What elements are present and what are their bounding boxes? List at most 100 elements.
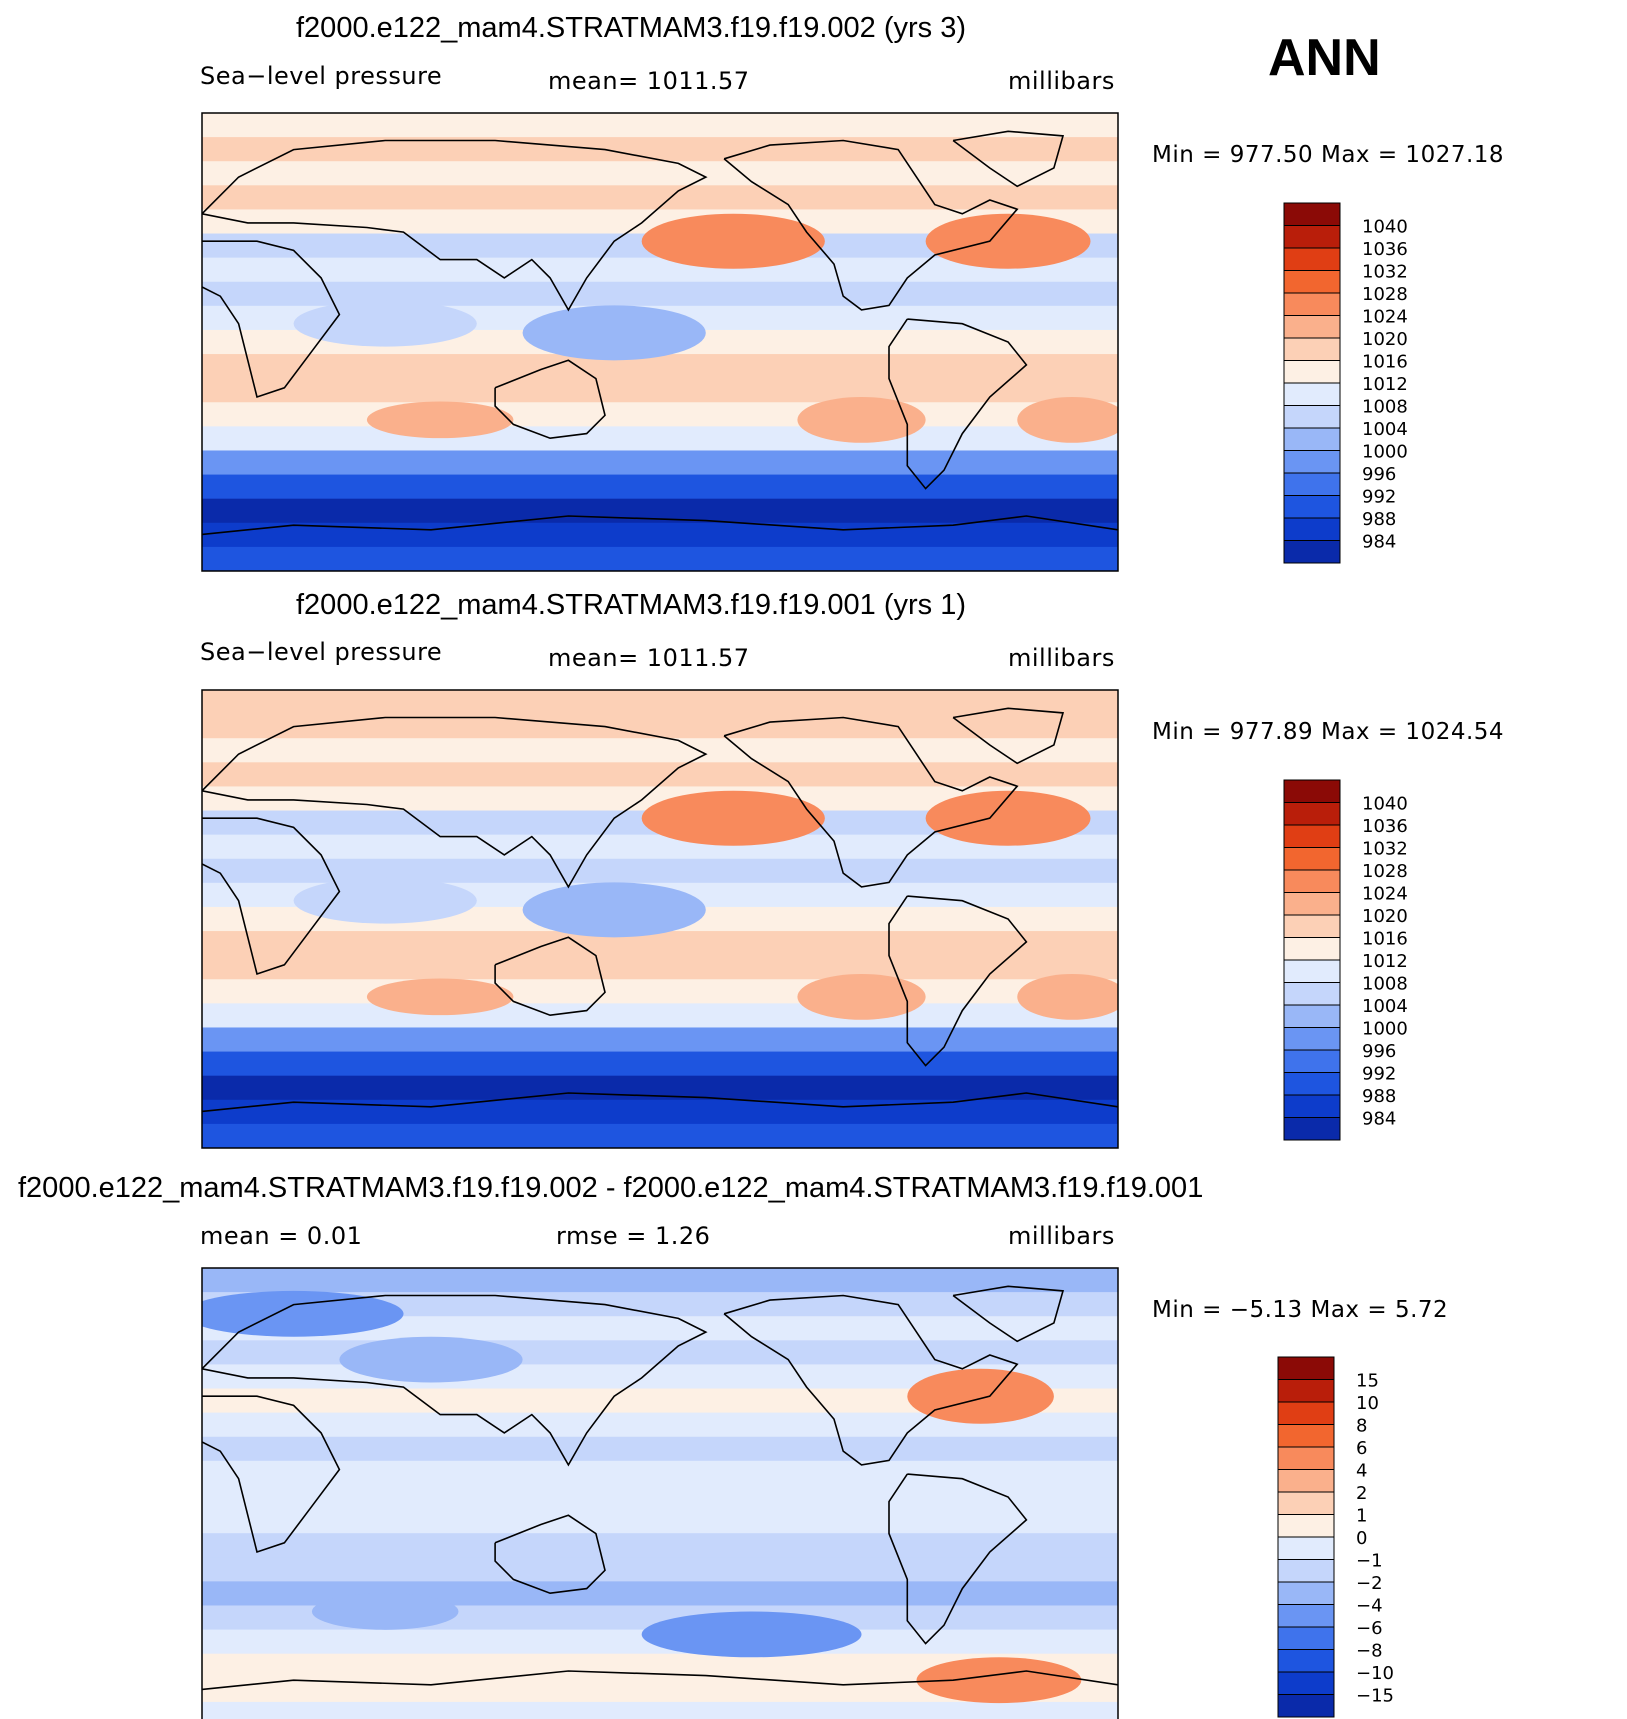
colorbar-1-box-6: [1283, 337, 1341, 361]
map-3-band-0: [202, 1268, 1118, 1294]
colorbar-2: 1040103610321028102410201016101210081004…: [1283, 779, 1408, 1141]
colorbar-3-box-0: [1277, 1356, 1335, 1380]
colorbar-3-tick-label: −4: [1356, 1596, 1383, 1617]
colorbar-1-tick-label: 984: [1362, 532, 1396, 553]
colorbar-2-tick-label: 1008: [1362, 974, 1408, 995]
colorbar-2-tick-label: 992: [1362, 1064, 1396, 1085]
map-2-feature-0: [641, 790, 825, 846]
colorbar-3-tick-label: 10: [1356, 1393, 1379, 1414]
map-3-coastline-5: [952, 1285, 1065, 1343]
map-3-feature-3: [916, 1657, 1082, 1704]
map-2-band-13: [202, 1003, 1118, 1029]
map-3-band-10: [202, 1509, 1118, 1535]
colorbar-2-box-6: [1283, 914, 1341, 938]
colorbar-1-box-1: [1283, 225, 1341, 249]
map-3-feature-2: [641, 1611, 862, 1658]
map-3-frame: [201, 1267, 1119, 1719]
colorbar-1-tick-label: 1008: [1362, 397, 1408, 418]
map-2-band-7: [202, 858, 1118, 884]
map-1-coastline-3: [202, 240, 341, 399]
panel-3-title: f2000.e122_mam4.STRATMAM3.f19.f19.002 - …: [18, 1172, 1204, 1204]
colorbar-1-tick-label: 996: [1362, 464, 1396, 485]
colorbar-3-tick-label: −10: [1356, 1663, 1394, 1684]
panel-1-variable-label: Sea−level pressure: [200, 62, 443, 90]
panel-2-units-label: millibars: [1008, 644, 1115, 672]
map-1-feature-4: [1017, 396, 1118, 443]
map-1-feature-5: [293, 300, 477, 347]
colorbar-1-box-12: [1283, 472, 1341, 496]
colorbar-1-box-10: [1283, 427, 1341, 451]
colorbar-2-tick-label: 1012: [1362, 951, 1408, 972]
colorbar-3-tick-label: −8: [1356, 1641, 1383, 1662]
colorbar-3-box-4: [1277, 1446, 1335, 1470]
map-2-feature-3: [797, 973, 926, 1020]
colorbar-2-tick-label: 1004: [1362, 996, 1408, 1017]
colorbar-2-box-8: [1283, 959, 1341, 983]
colorbar-2-box-7: [1283, 937, 1341, 961]
map-3-band-18: [202, 1701, 1118, 1719]
map-2-band-15: [202, 1051, 1118, 1077]
map-1-feature-0: [641, 213, 825, 269]
map-1-band-7: [202, 281, 1118, 307]
colorbar-3-box-8: [1277, 1536, 1335, 1560]
map-3-feature-4: [311, 1593, 459, 1630]
map-3-coastline-3: [202, 1395, 341, 1554]
colorbar-1-tick-label: 992: [1362, 487, 1396, 508]
colorbar-3-tick-label: 2: [1356, 1483, 1367, 1504]
colorbar-1-tick-label: 1032: [1362, 262, 1408, 283]
colorbar-2-box-1: [1283, 802, 1341, 826]
panel-3-minmax: Min = −5.13 Max = 5.72: [1152, 1297, 1449, 1323]
colorbar-3-box-10: [1277, 1581, 1335, 1605]
panel-1-title: f2000.e122_mam4.STRATMAM3.f19.f19.002 (y…: [296, 12, 966, 44]
colorbar-1: 1040103610321028102410201016101210081004…: [1283, 202, 1408, 564]
map-2-coastline-0: [723, 716, 1019, 888]
colorbar-1-tick-label: 1036: [1362, 239, 1408, 260]
map-2-coastline-4: [494, 936, 606, 1017]
map-3-feature-0: [339, 1336, 523, 1383]
map-1-coastline-6: [202, 515, 1118, 536]
map-1-band-16: [202, 498, 1118, 524]
map-2-coastline-3: [202, 817, 341, 976]
map-2-feature-1: [925, 790, 1091, 846]
colorbar-2-box-13: [1283, 1072, 1341, 1096]
colorbar-2-tick-label: 984: [1362, 1109, 1396, 1130]
colorbar-3-tick-label: −6: [1356, 1618, 1383, 1639]
map-2-frame: [201, 689, 1119, 1149]
map-3-band-12: [202, 1557, 1118, 1583]
map-1-coastline-1: [888, 318, 1028, 490]
map-2-coastline-5: [952, 707, 1065, 765]
map-1-feature-3: [797, 396, 926, 443]
colorbar-2-box-9: [1283, 982, 1341, 1006]
map-panel-2: [202, 690, 1118, 1148]
colorbar-3-box-15: [1277, 1694, 1335, 1718]
colorbar-3-box-11: [1277, 1604, 1335, 1628]
colorbar-2-tick-label: 1028: [1362, 861, 1408, 882]
colorbar-1-box-0: [1283, 202, 1341, 226]
colorbar-2-tick-label: 1032: [1362, 839, 1408, 860]
map-3-coastline-2: [202, 1294, 708, 1467]
colorbar-2-tick-label: 1020: [1362, 906, 1408, 927]
colorbar-3-tick-label: 0: [1356, 1528, 1367, 1549]
colorbar-2-box-5: [1283, 892, 1341, 916]
map-1-coastline-2: [202, 139, 708, 312]
colorbar-3-box-13: [1277, 1649, 1335, 1673]
colorbar-1-box-7: [1283, 360, 1341, 384]
map-2-band-1: [202, 714, 1118, 740]
map-panel-1: [202, 113, 1118, 571]
map-2-band-10: [202, 931, 1118, 957]
map-3-feature-5: [202, 1290, 404, 1337]
map-1-band-11: [202, 378, 1118, 404]
map-2-band-18: [202, 1123, 1118, 1148]
map-2-band-0: [202, 690, 1118, 716]
colorbar-2-box-12: [1283, 1049, 1341, 1073]
map-3-band-11: [202, 1533, 1118, 1559]
colorbar-1-tick-label: 1028: [1362, 284, 1408, 305]
colorbar-2-tick-label: 1000: [1362, 1019, 1408, 1040]
map-2-band-11: [202, 955, 1118, 981]
colorbar-3-box-6: [1277, 1491, 1335, 1515]
map-2-coastline-6: [202, 1092, 1118, 1113]
map-2-feature-2: [366, 978, 514, 1016]
colorbar-1-tick-label: 1000: [1362, 442, 1408, 463]
